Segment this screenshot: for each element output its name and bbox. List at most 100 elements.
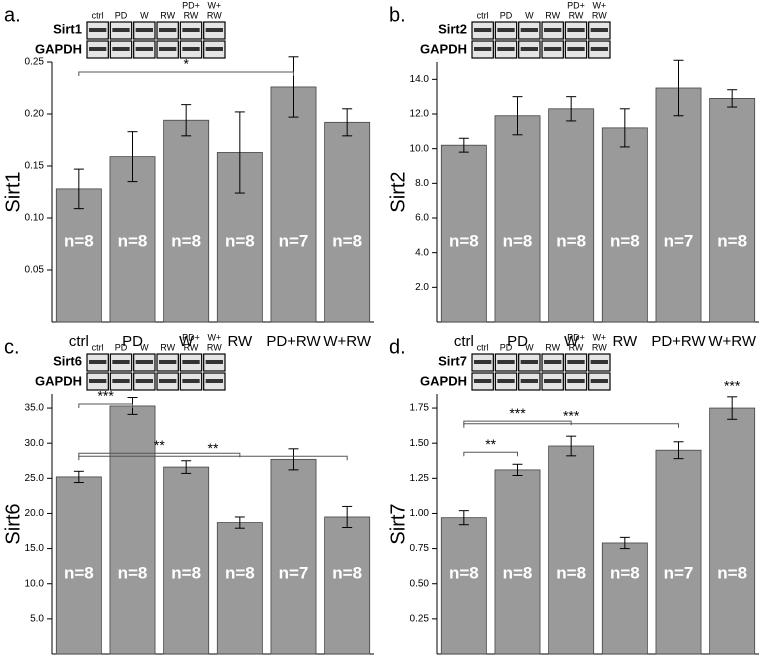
y-tick-label: 0.75 (410, 543, 430, 554)
lane-label: RW (545, 342, 560, 352)
n-label: n=8 (118, 563, 148, 582)
bar (709, 98, 756, 323)
blot-label: GAPDH (35, 41, 82, 56)
panel-label: d. (389, 336, 406, 358)
lane-label: W (140, 342, 149, 352)
x-tick-label: W (179, 333, 194, 350)
lane-label: PD+ (567, 332, 585, 342)
lane-label: RW (184, 342, 199, 352)
n-label: n=8 (717, 231, 747, 250)
n-label: n=7 (279, 563, 309, 582)
lane-label: W+ (592, 0, 606, 10)
x-tick-label: RW (612, 333, 638, 350)
significance-label: *** (97, 388, 114, 404)
blot-band (474, 360, 492, 364)
lane-label: W+ (592, 332, 606, 342)
n-label: n=8 (332, 563, 362, 582)
y-axis-title: Sirt7 (387, 503, 409, 544)
bar (548, 445, 595, 655)
blot-label: GAPDH (420, 373, 467, 388)
bar (324, 516, 371, 655)
significance-label: *** (724, 378, 741, 394)
n-label: n=8 (449, 563, 479, 582)
blot-band (112, 47, 130, 51)
significance-bracket (463, 451, 518, 457)
lane-label: PD+ (182, 332, 200, 342)
y-tick-label: 8.0 (415, 178, 429, 189)
blot-label: Sirt6 (53, 353, 82, 368)
significance-bracket (78, 71, 294, 76)
bar (548, 108, 595, 323)
blot-band (205, 47, 223, 51)
y-tick-label: 10.0 (25, 578, 45, 589)
bar (109, 156, 156, 323)
n-label: n=8 (503, 231, 533, 250)
blot-band (567, 360, 585, 364)
bar (440, 144, 487, 323)
blot-band (520, 379, 538, 383)
n-label: n=8 (171, 231, 201, 250)
blot-band (182, 379, 200, 383)
blot-band (135, 379, 153, 383)
n-label: n=8 (225, 231, 255, 250)
n-label: n=8 (64, 231, 94, 250)
x-tick-label: W (564, 333, 579, 350)
y-tick-label: 1.75 (410, 403, 430, 414)
y-tick-label: 1.50 (410, 438, 430, 449)
significance-label: ** (208, 440, 219, 456)
x-tick-label: W+RW (708, 333, 756, 350)
lane-label: RW (160, 10, 175, 20)
lane-label: RW (160, 342, 175, 352)
blot-band (182, 360, 200, 364)
bar (655, 87, 702, 323)
blot-band (520, 47, 538, 51)
lane-label: W (525, 10, 534, 20)
blot-band (590, 379, 608, 383)
blot-band (182, 47, 200, 51)
blot-band (159, 379, 177, 383)
blot-band (112, 379, 130, 383)
blot-band (205, 28, 223, 32)
lane-label: PD+ (182, 0, 200, 10)
bar (494, 115, 541, 323)
blot-band (159, 360, 177, 364)
blot-band (205, 379, 223, 383)
y-tick-label: 15.0 (25, 543, 45, 554)
x-tick-label: PD+RW (266, 333, 321, 350)
y-tick-label: 5.0 (30, 614, 44, 625)
blot-band (474, 379, 492, 383)
panel-label: b. (389, 4, 406, 26)
blot-band (544, 360, 562, 364)
blot-band (474, 47, 492, 51)
significance-label: *** (563, 407, 580, 423)
bar (270, 458, 317, 655)
blot-band (567, 28, 585, 32)
n-label: n=8 (556, 563, 586, 582)
significance-label: ** (485, 436, 496, 452)
panel-label: c. (4, 336, 20, 358)
x-tick-label: PD (507, 333, 528, 350)
x-tick-label: PD (122, 333, 143, 350)
lane-label: PD (500, 10, 513, 20)
blot-band (205, 360, 223, 364)
blot-band (590, 360, 608, 364)
blot-label: Sirt7 (438, 353, 467, 368)
bar (163, 119, 210, 323)
significance-bracket (463, 423, 679, 428)
y-tick-label: 4.0 (415, 247, 429, 258)
n-label: n=8 (118, 231, 148, 250)
y-tick-label: 2.0 (415, 282, 429, 293)
n-label: n=8 (332, 231, 362, 250)
y-tick-label: 1.00 (410, 508, 430, 519)
lane-label: RW (545, 10, 560, 20)
x-tick-label: ctrl (69, 333, 89, 350)
lane-label: ctrl (477, 342, 489, 352)
y-tick-label: 25.0 (25, 473, 45, 484)
bar (440, 517, 487, 655)
bar (270, 86, 317, 323)
blot-band (567, 379, 585, 383)
lane-label: W (140, 10, 149, 20)
